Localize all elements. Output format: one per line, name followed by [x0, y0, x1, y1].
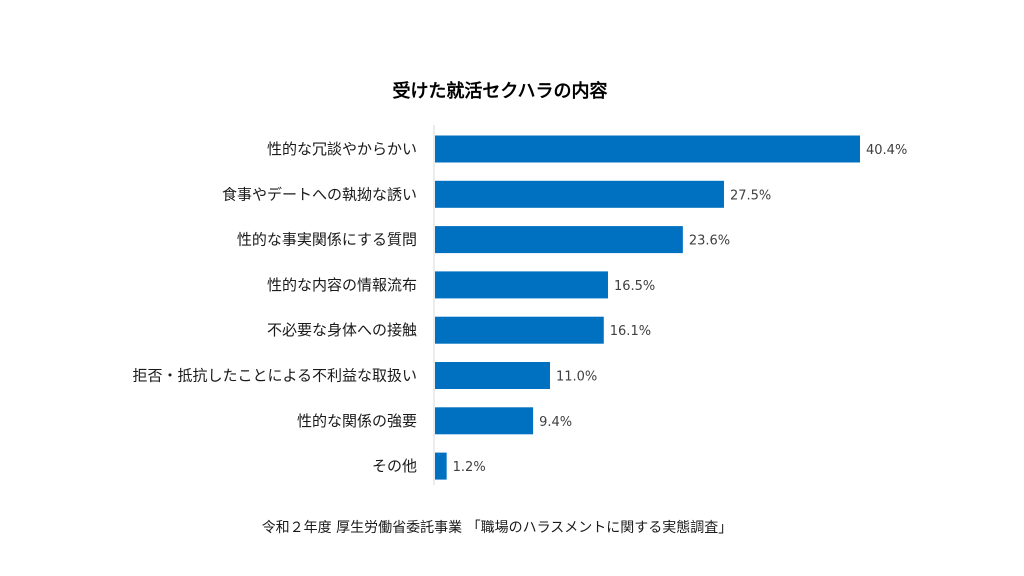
chart-title: 受けた就活セクハラの内容 — [392, 80, 607, 102]
bar — [435, 180, 724, 208]
value-label: 23.6% — [689, 234, 730, 249]
category-label: 食事やデートへの執拗な誘い — [222, 185, 417, 203]
bar — [435, 271, 608, 299]
value-label: 27.5% — [730, 188, 771, 203]
bar — [435, 452, 447, 480]
bar — [435, 407, 534, 435]
value-label: 1.2% — [453, 460, 486, 475]
source-footer: 令和２年度 厚生労働省委託事業 「職場のハラスメントに関する実態調査」 — [262, 520, 733, 536]
category-label: 不必要な身体への接触 — [267, 321, 417, 339]
bar — [435, 226, 683, 254]
value-label: 40.4% — [866, 143, 907, 158]
value-label: 11.0% — [556, 370, 597, 385]
bar — [435, 316, 604, 344]
category-label: 性的な内容の情報流布 — [267, 276, 417, 294]
category-label: その他 — [372, 457, 417, 475]
category-label: 拒否・抵抗したことによる不利益な取扱い — [132, 367, 417, 385]
bar — [435, 362, 550, 389]
value-label: 16.1% — [610, 324, 651, 339]
category-label: 性的な事実関係にする質問 — [237, 231, 417, 249]
category-label: 性的な冗談やからかい — [267, 140, 417, 158]
value-label: 16.5% — [614, 279, 655, 294]
value-label: 9.4% — [539, 415, 572, 430]
category-label: 性的な関係の強要 — [297, 412, 417, 430]
bar — [435, 135, 860, 163]
